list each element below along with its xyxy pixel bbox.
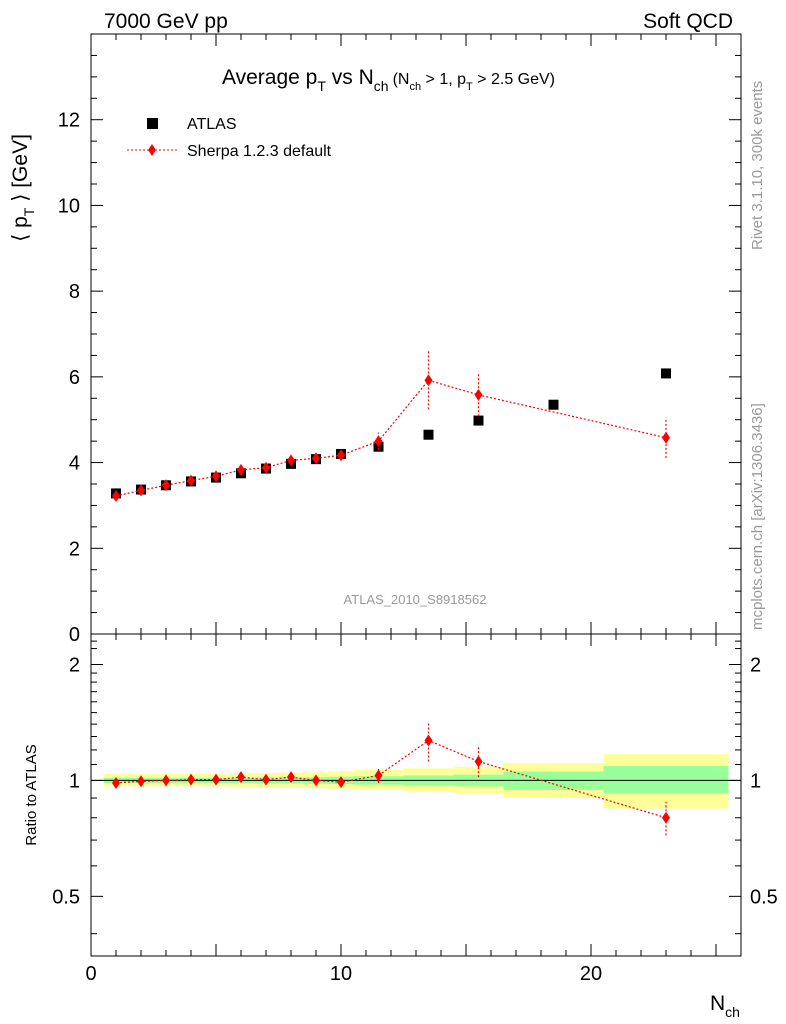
x-tick-label: 20 xyxy=(580,963,602,985)
legend-atlas-marker xyxy=(147,118,158,129)
sherpa-point xyxy=(187,474,195,487)
sherpa-ratio-point xyxy=(287,771,295,784)
sherpa-point xyxy=(374,435,383,448)
sherpa-point xyxy=(337,449,345,462)
ratio-tick-label: 0.5 xyxy=(52,886,80,908)
ratio-tick-label: 0.5 xyxy=(750,886,778,908)
sherpa-ratio-point xyxy=(212,773,220,786)
ratio-band-inner xyxy=(603,766,729,794)
sherpa-ratio-point xyxy=(237,771,245,784)
sherpa-point xyxy=(662,431,670,444)
header-left: 7000 GeV pp xyxy=(104,10,228,33)
sherpa-ratio-point xyxy=(112,776,120,789)
ratio-tick-label: 2 xyxy=(69,654,80,676)
rivet-label: Rivet 3.1.10, 300k events xyxy=(749,81,766,250)
x-tick-label: 10 xyxy=(330,963,352,985)
sherpa-point xyxy=(424,374,433,387)
atlas-point xyxy=(423,429,434,440)
sherpa-ratio-point xyxy=(262,773,270,786)
sherpa-ratio-point xyxy=(374,769,383,782)
ratio-tick-label: 1 xyxy=(69,770,80,792)
ratio-axis-label: Ratio to ATLAS xyxy=(23,744,40,845)
legend-atlas-label: ATLAS xyxy=(187,116,237,133)
sherpa-ratio-point xyxy=(187,773,195,786)
sherpa-ratio-point xyxy=(337,776,345,789)
mcplots-label: mcplots.cern.ch [arXiv:1306.3436] xyxy=(749,403,766,630)
ratio-plot-frame xyxy=(90,633,742,957)
y-tick-label: 10 xyxy=(58,195,80,217)
sherpa-point xyxy=(162,479,170,492)
y-tick-label: 8 xyxy=(69,281,80,303)
ratio-plot: 0 10 20 0.5 0.5 1 1 2 2 xyxy=(52,634,778,985)
atlas-point xyxy=(548,399,559,410)
atlas-point xyxy=(473,415,484,426)
atlas-point xyxy=(661,368,671,379)
y-tick-label: 12 xyxy=(58,110,80,132)
y-tick-label: 2 xyxy=(69,538,80,560)
plot-title: Average pT vs Nch (Nch > 1, pT > 2.5 GeV) xyxy=(222,66,555,94)
sherpa-ratio-point xyxy=(137,775,145,788)
sherpa-point xyxy=(137,484,145,497)
sherpa-point xyxy=(287,454,295,467)
y-tick-label: 0 xyxy=(69,624,80,646)
sherpa-point xyxy=(237,463,245,476)
sherpa-point xyxy=(312,452,320,465)
legend-sherpa-marker xyxy=(148,144,156,156)
x-tick-label: 0 xyxy=(85,963,96,985)
sherpa-ratio-point xyxy=(312,774,320,787)
ratio-tick-label: 2 xyxy=(750,654,761,676)
header-right: Soft QCD xyxy=(643,10,733,33)
legend-sherpa-label: Sherpa 1.2.3 default xyxy=(187,143,332,160)
y-axis-label: ⟨ pT ⟩ [GeV] xyxy=(9,134,37,242)
sherpa-line xyxy=(115,379,667,497)
y-tick-label: 6 xyxy=(69,367,80,389)
sherpa-ratio-point xyxy=(474,755,483,768)
sherpa-ratio-point xyxy=(162,774,170,787)
legend: ATLAS Sherpa 1.2.3 default xyxy=(127,116,332,160)
sherpa-ratio-point xyxy=(662,811,670,824)
ratio-tick-label: 1 xyxy=(750,770,761,792)
main-plot: 0 2 4 6 8 10 12 xyxy=(58,33,742,646)
sherpa-point xyxy=(474,388,483,401)
sherpa-point xyxy=(212,470,220,483)
sherpa-ratio-point xyxy=(424,734,433,747)
y-tick-label: 4 xyxy=(69,453,80,475)
x-axis-label: Nch xyxy=(710,992,740,1020)
sherpa-point xyxy=(112,490,120,502)
analysis-id: ATLAS_2010_S8918562 xyxy=(344,592,487,607)
sherpa-point xyxy=(262,461,270,474)
